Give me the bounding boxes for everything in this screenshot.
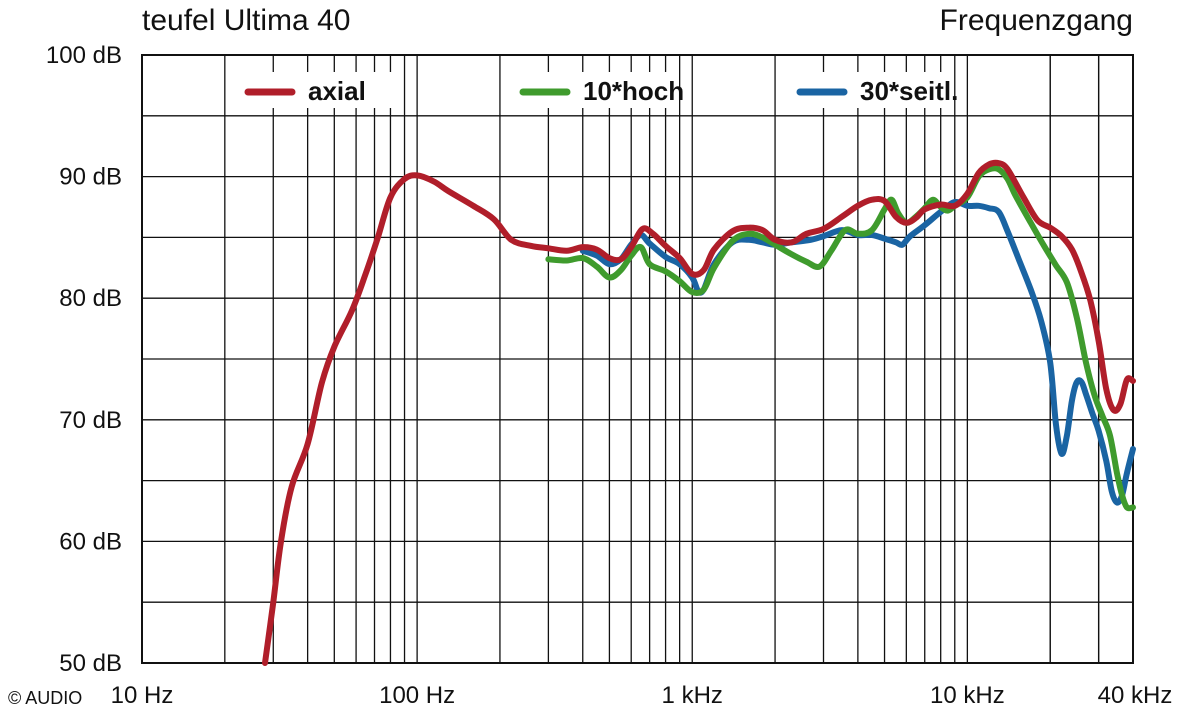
x-axis-tick-labels: 10 Hz 100 Hz 1 kHz 10 kHz 40 kHz bbox=[111, 682, 1173, 709]
series-line-10-hoch bbox=[545, 165, 1136, 512]
chart-subtitle: Frequenzgang bbox=[940, 4, 1133, 37]
plot-frame bbox=[141, 54, 1134, 664]
y-axis-tick-labels: 50 dB 60 dB 70 dB 80 dB 90 dB 100 dB bbox=[46, 42, 122, 677]
legend-label: axial bbox=[308, 76, 366, 106]
y-tick-label: 70 dB bbox=[59, 407, 122, 434]
grid bbox=[141, 54, 1134, 664]
x-tick-label: 1 kHz bbox=[662, 682, 723, 709]
watermark-text: © AUDIO bbox=[8, 688, 82, 708]
y-tick-label: 90 dB bbox=[59, 164, 122, 191]
chart-title: teufel Ultima 40 bbox=[142, 4, 350, 37]
y-tick-label: 80 dB bbox=[59, 285, 122, 312]
x-tick-label: 10 kHz bbox=[930, 682, 1005, 709]
y-tick-label: 50 dB bbox=[59, 650, 122, 677]
y-tick-label: 60 dB bbox=[59, 528, 122, 555]
x-tick-label: 10 Hz bbox=[111, 682, 174, 709]
legend-label: 10*hoch bbox=[583, 76, 684, 106]
series-line-axial bbox=[262, 159, 1136, 666]
y-tick-label: 100 dB bbox=[46, 42, 122, 69]
legend: axial 10*hoch 30*seitl. bbox=[242, 72, 958, 108]
series-lines bbox=[262, 159, 1136, 666]
legend-label: 30*seitl. bbox=[860, 76, 958, 106]
x-tick-label: 100 Hz bbox=[379, 682, 455, 709]
x-tick-label: 40 kHz bbox=[1098, 682, 1173, 709]
